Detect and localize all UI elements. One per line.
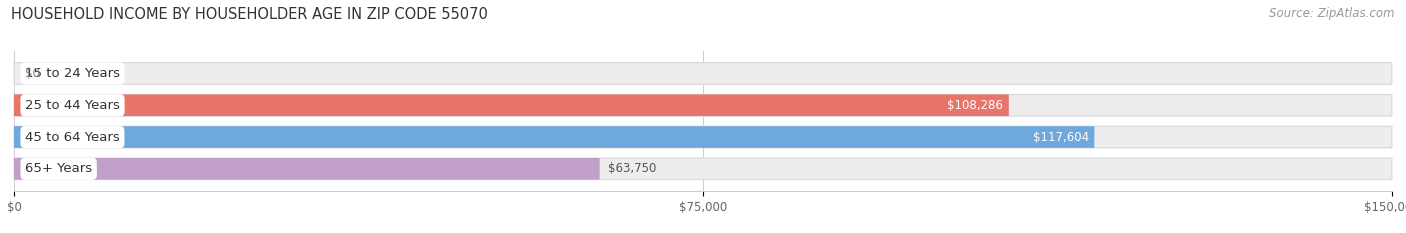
Text: Source: ZipAtlas.com: Source: ZipAtlas.com (1270, 7, 1395, 20)
FancyBboxPatch shape (14, 126, 1392, 148)
FancyBboxPatch shape (14, 158, 599, 180)
Text: $108,286: $108,286 (948, 99, 1004, 112)
Text: 65+ Years: 65+ Years (25, 162, 93, 175)
Text: 45 to 64 Years: 45 to 64 Years (25, 130, 120, 144)
Text: $63,750: $63,750 (607, 162, 657, 175)
FancyBboxPatch shape (14, 126, 1094, 148)
FancyBboxPatch shape (14, 94, 1008, 116)
FancyBboxPatch shape (14, 158, 1392, 180)
Text: $0: $0 (25, 67, 39, 80)
Text: 25 to 44 Years: 25 to 44 Years (25, 99, 120, 112)
FancyBboxPatch shape (14, 94, 1392, 116)
FancyBboxPatch shape (14, 63, 1392, 84)
Text: $117,604: $117,604 (1033, 130, 1088, 144)
Text: 15 to 24 Years: 15 to 24 Years (25, 67, 120, 80)
Text: HOUSEHOLD INCOME BY HOUSEHOLDER AGE IN ZIP CODE 55070: HOUSEHOLD INCOME BY HOUSEHOLDER AGE IN Z… (11, 7, 488, 22)
